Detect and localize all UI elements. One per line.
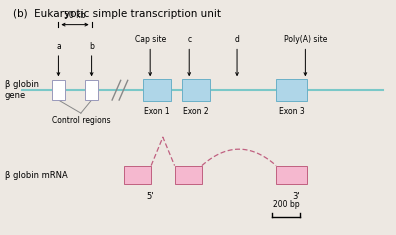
Bar [143,79,171,101]
Bar [276,79,307,101]
Text: Exon 1: Exon 1 [144,107,170,116]
Text: 5': 5' [147,192,154,201]
Text: 50 kb: 50 kb [64,11,86,20]
Text: Poly(A) site: Poly(A) site [284,35,327,44]
Text: Exon 2: Exon 2 [183,107,209,116]
Text: β globin
gene: β globin gene [5,80,39,100]
Bar [51,80,65,100]
Text: a: a [56,42,61,51]
Bar [183,79,210,101]
Text: Exon 3: Exon 3 [279,107,305,116]
Text: β globin mRNA: β globin mRNA [5,171,67,180]
Bar [124,166,151,184]
Text: 200 bp: 200 bp [272,200,299,209]
Text: Cap site: Cap site [135,35,166,44]
Text: Control regions: Control regions [51,116,110,125]
Text: 3': 3' [292,192,299,201]
Text: (b)  Eukaryotic simple transcription unit: (b) Eukaryotic simple transcription unit [13,9,221,19]
Bar [175,166,202,184]
Bar [85,80,99,100]
Text: d: d [234,35,240,44]
Text: c: c [187,35,191,44]
Bar [276,166,307,184]
Text: b: b [89,42,94,51]
